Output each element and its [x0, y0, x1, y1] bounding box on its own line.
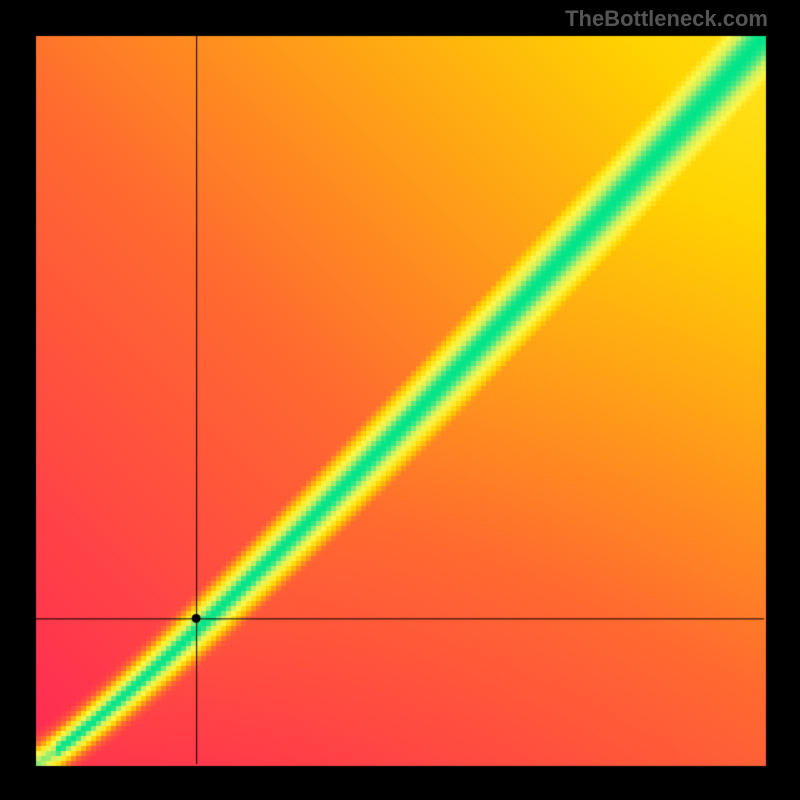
bottleneck-heatmap [0, 0, 800, 800]
watermark: TheBottleneck.com [565, 6, 768, 32]
